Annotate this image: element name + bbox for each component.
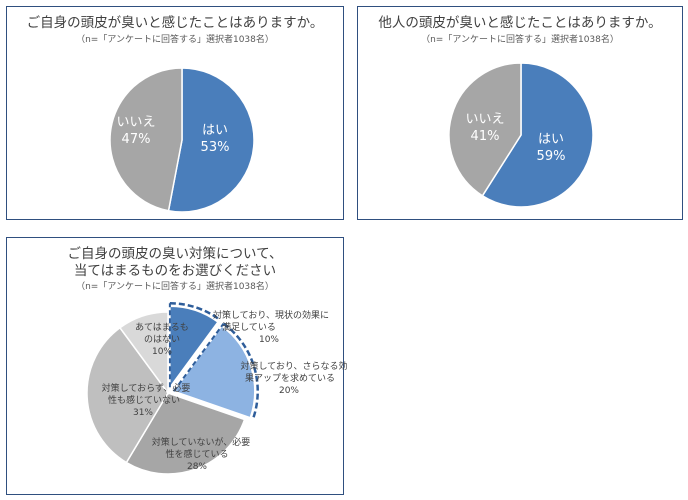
chart-subtitle: （n=「アンケートに回答する」選択者1038名） [76,282,274,292]
pie-slice [118,311,169,396]
chart-title-line-2: 当てはまるものをお選びください [73,263,277,279]
slice-label-want-more-l1: 対策しており、さらなる効 [240,360,347,372]
slice-label-need-not-doing-l2: 性を感じている [165,448,228,460]
pie-chart: はい 59% いいえ 41% [448,62,594,208]
pie-slice [172,324,256,419]
slice-label-no: いいえ [465,112,504,127]
chart-subtitle: （n=「アンケートに回答する」選択者1038名） [421,35,619,45]
chart-panel-odor-countermeasures: ご自身の頭皮の臭い対策について、 当てはまるものをお選びください （n=「アンケ… [6,237,348,495]
pie-slice [448,62,522,197]
slice-label-yes: はい [538,132,564,147]
slice-label-yes: はい [202,123,228,138]
highlight-arc [222,322,259,420]
pie-slice [167,67,255,213]
pie-slice [109,67,183,212]
slice-value-yes: 53% [201,140,230,155]
slice-label-no-need-l2: 性も感じていない [108,394,180,406]
slice-label-satisfied-l2: 満足している [222,322,276,333]
chart-panel-own-scalp-odor: ご自身の頭皮が臭いと感じたことはありますか。 （n=「アンケートに回答する」選択… [6,6,344,220]
highlight-arc [169,302,221,321]
chart-subtitle: （n=「アンケートに回答する」選択者1038名） [76,35,274,45]
slice-label-satisfied-l1: 対策しており、現状の効果に [213,309,329,321]
slice-value-no: 41% [471,129,500,144]
pie-slice [481,62,594,208]
chart-title-line-1: ご自身の頭皮の臭い対策について、 [67,246,283,262]
slice-value-satisfied: 10% [259,335,279,345]
slice-label-none-l2: のはない [144,334,180,345]
pie-slice [86,326,169,464]
chart-panel-others-scalp-odor: 他人の頭皮が臭いと感じたことはありますか。 （n=「アンケートに回答する」選択者… [357,6,683,220]
chart-title: 他人の頭皮が臭いと感じたことはありますか。 [378,15,662,31]
slice-value-none: 10% [152,347,172,357]
slice-label-none-l1: あてはまるも [135,322,189,333]
chart-title: ご自身の頭皮が臭いと感じたことはありますか。 [26,15,324,31]
pie-chart: はい 53% いいえ 47% [109,67,255,213]
slice-value-need-not-doing: 28% [187,462,207,472]
slice-label-no-need-l1: 対策しておらず、必要 [102,382,191,394]
slice-value-no-need: 31% [133,408,153,418]
pie-chart: 対策しており、現状の効果に 満足している 10% 対策しており、さらなる効 果ア… [86,302,348,475]
slice-label-need-not-doing-l1: 対策していないが、必要 [152,436,251,448]
slice-value-no: 47% [122,132,151,147]
slice-value-want-more: 20% [279,386,299,396]
slice-label-want-more-l2: 果アップを求めている [245,372,335,384]
slice-value-yes: 59% [537,149,566,164]
slice-label-no: いいえ [116,115,155,130]
highlight-edge [172,322,225,392]
